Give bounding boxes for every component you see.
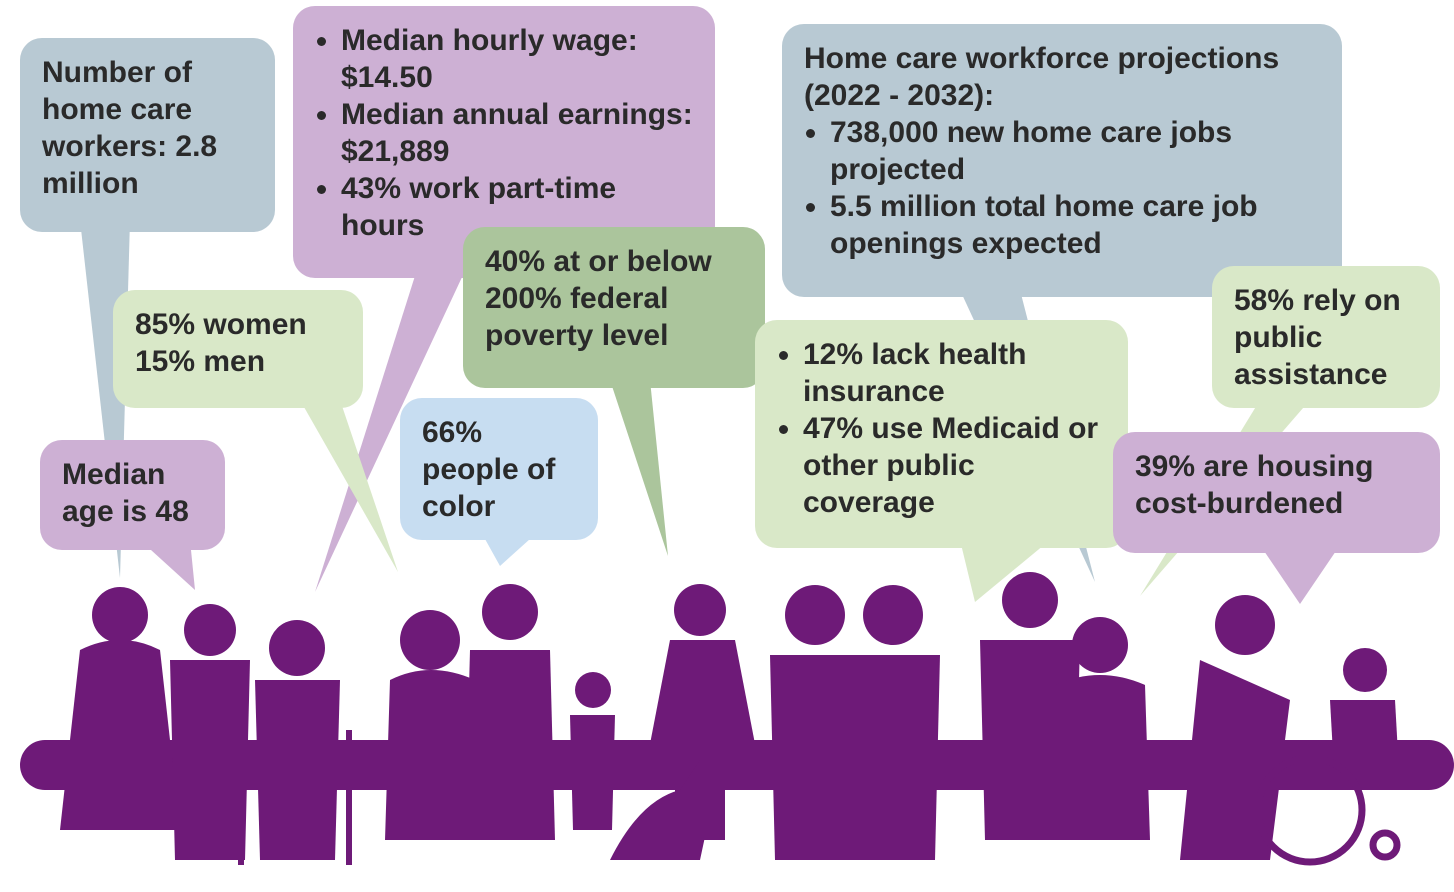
bubble-text: Median age is 48 [62, 458, 189, 528]
speech-bubble: 66% people of color [400, 398, 598, 540]
bullet-list: 738,000 new home care jobs projected5.5 … [804, 114, 1320, 262]
bubble-tail [315, 260, 470, 592]
bullet-item: Median hourly wage: $14.50 [341, 22, 693, 96]
speech-bubble: 12% lack health insurance47% use Medicai… [755, 320, 1128, 548]
speech-bubble: 58% rely on public assistance [1212, 266, 1440, 408]
bullet-item: Median annual earnings: $21,889 [341, 96, 693, 170]
text-segment: home care job openings expected [830, 190, 1258, 260]
bubble-tail [140, 540, 195, 590]
bubble-line: 85% women [135, 308, 307, 341]
text-segment: 738,000 [830, 116, 947, 149]
speech-bubble: 39% are housing cost-burdened [1113, 432, 1440, 553]
bullet-item: 738,000 new home care jobs projected [830, 114, 1320, 188]
emphasis: total [985, 190, 1046, 223]
emphasis: new [946, 116, 1004, 149]
bullet-item: 43% work part-time hours [341, 170, 693, 244]
bubble-text: 39% are housing cost-burdened [1135, 450, 1374, 520]
bullet-list: 12% lack health insurance47% use Medicai… [777, 336, 1106, 521]
bubble-text: Number of home care workers: 2.8 million [42, 56, 218, 200]
bubble-tail [960, 540, 1050, 602]
bubble-tail [610, 380, 668, 556]
speech-bubble: 40% at or below 200% federal poverty lev… [463, 227, 765, 388]
bullet-item: 47% use Medicaid or other public coverag… [803, 410, 1106, 521]
speech-bubble: Median age is 48 [40, 440, 225, 550]
bullet-item: 5.5 million total home care job openings… [830, 188, 1320, 262]
speech-bubble: Home care workforce projections (2022 - … [782, 24, 1342, 297]
bubble-tail [300, 400, 398, 572]
text-segment: 5.5 million [830, 190, 986, 223]
bubble-tail [1260, 545, 1340, 604]
bullet-list: Median hourly wage: $14.50Median annual … [315, 22, 693, 244]
speech-bubble: 85% women 15% men [113, 290, 363, 408]
speech-bubble: Number of home care workers: 2.8 million [20, 38, 275, 232]
bubble-title: Home care workforce projections (2022 - … [804, 42, 1280, 112]
text-segment: home care jobs projected [830, 116, 1233, 186]
bullet-item: 12% lack health insurance [803, 336, 1106, 410]
bubble-text: 66% people of color [422, 416, 556, 523]
bubble-text: 40% at or below 200% federal poverty lev… [485, 245, 712, 352]
bubble-text: 58% rely on public assistance [1234, 284, 1401, 391]
bubble-line: 15% men [135, 345, 266, 378]
